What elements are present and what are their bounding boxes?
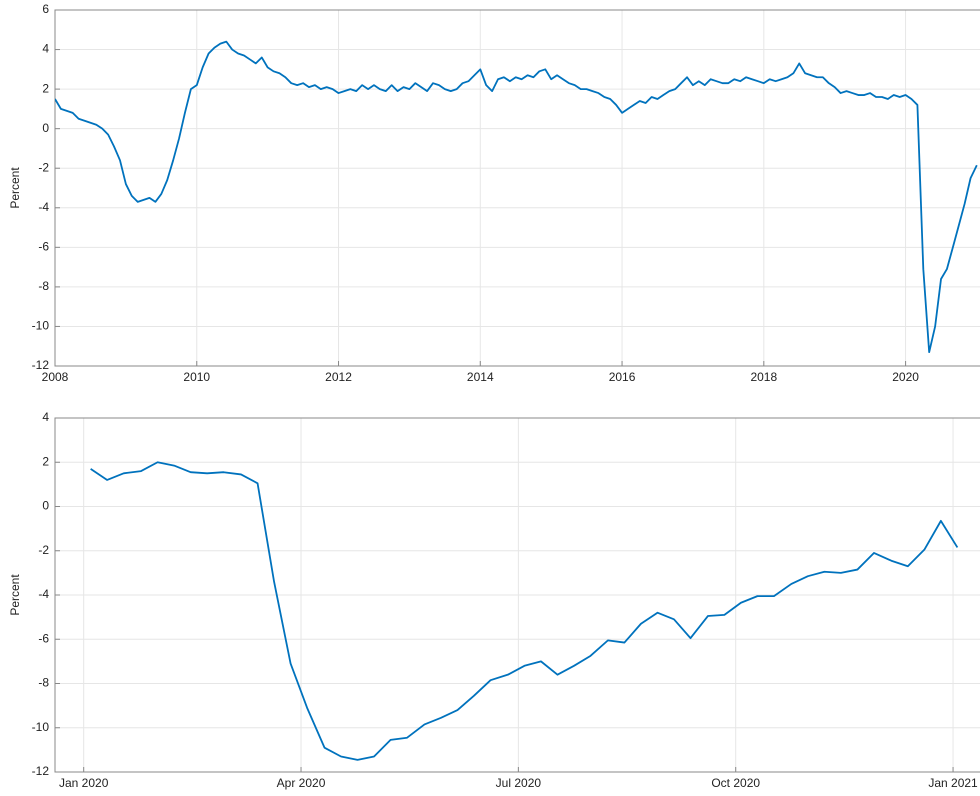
y-tick-label: -12: [32, 358, 50, 372]
y-tick-label: -10: [32, 720, 50, 734]
y-tick-label: -6: [38, 631, 49, 645]
axes-frame: [54, 417, 980, 773]
x-tick-label: 2016: [609, 370, 636, 384]
y-tick-label: 4: [42, 410, 49, 424]
x-tick-label: Jul 2020: [496, 776, 542, 790]
x-tick-label: Jan 2020: [59, 776, 109, 790]
x-tick-label: Apr 2020: [277, 776, 326, 790]
y-tick-label: -2: [38, 543, 49, 557]
x-tick-label: 2018: [750, 370, 777, 384]
y-tick-label: -4: [38, 587, 49, 601]
x-tick-label: 2020: [892, 370, 919, 384]
y-tick-label: 6: [42, 2, 49, 16]
y-tick-label: -6: [38, 240, 49, 254]
y-tick-label: -2: [38, 160, 49, 174]
data-line: [90, 461, 959, 761]
x-tick-label: 2014: [467, 370, 494, 384]
y-tick-label: 0: [42, 499, 49, 513]
y-tick-label: 2: [42, 81, 49, 95]
x-tick-label: 2010: [183, 370, 210, 384]
x-tick-label: 2008: [42, 370, 69, 384]
axes-frame: [54, 9, 980, 367]
y-tick-label: -8: [38, 279, 49, 293]
y-axis-label: Percent: [8, 167, 22, 209]
y-tick-label: -8: [38, 676, 49, 690]
y-tick-label: -4: [38, 200, 49, 214]
x-tick-label: 2012: [325, 370, 352, 384]
x-tick-label: Oct 2020: [711, 776, 760, 790]
x-tick-label: Jan 2021: [928, 776, 978, 790]
y-tick-label: -12: [32, 764, 50, 778]
y-tick-label: -10: [32, 319, 50, 333]
y-tick-label: 0: [42, 121, 49, 135]
data-line: [55, 40, 978, 354]
y-tick-label: 4: [42, 42, 49, 56]
y-tick-label: 2: [42, 454, 49, 468]
y-axis-label: Percent: [8, 574, 22, 616]
